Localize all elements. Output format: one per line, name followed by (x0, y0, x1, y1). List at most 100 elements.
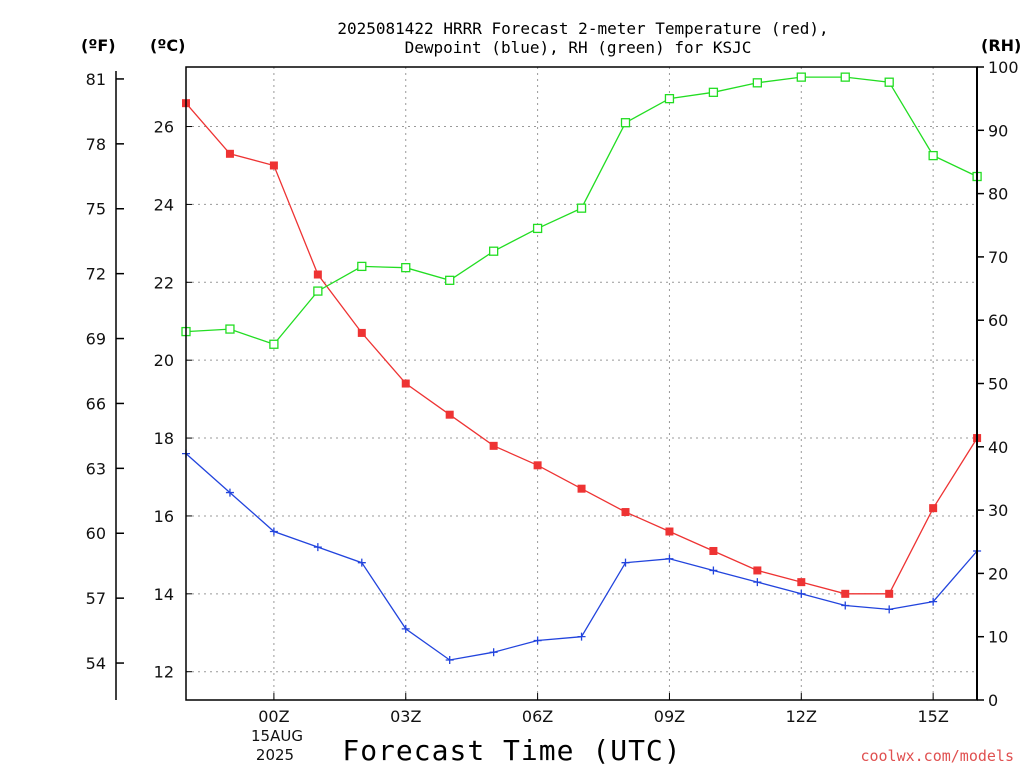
dewpoint-point (533, 636, 542, 645)
fahrenheit-tick-label: 81 (86, 70, 106, 89)
rh-point (401, 263, 411, 273)
temperature-point (313, 270, 322, 279)
grid-layer (186, 67, 977, 700)
temperature-point (753, 566, 762, 575)
rh-point (488, 246, 499, 256)
series-layer (181, 72, 982, 665)
celsius-tick-label: 24 (154, 195, 174, 214)
rh-tick-label: 30 (988, 501, 1008, 520)
dewpoint-line (185, 453, 978, 661)
celsius-tick-label: 12 (154, 663, 174, 682)
fahrenheit-tick-label: 63 (86, 459, 106, 478)
temperature-point (489, 441, 498, 450)
rh-tick-label: 60 (988, 311, 1008, 330)
x-tick-label: 15Z (917, 707, 948, 726)
rh-point (840, 72, 850, 82)
dewpoint-point (841, 601, 850, 610)
fahrenheit-unit-label: (ºF) (81, 36, 116, 55)
temperature-point (841, 589, 850, 598)
rh-point (708, 87, 719, 97)
fahrenheit-tick-label: 72 (86, 265, 106, 284)
dewpoint-point (709, 566, 718, 575)
dewpoint-point (929, 597, 938, 606)
celsius-tick-label: 16 (154, 507, 174, 526)
fahrenheit-tick-label: 69 (86, 330, 106, 349)
x-tick-label: 06Z (522, 707, 553, 726)
dewpoint-point (445, 656, 454, 665)
dewpoint-point (269, 527, 278, 536)
rh-point (796, 72, 806, 82)
x-axis-label: Forecast Time (UTC) (342, 734, 681, 767)
credit-text: coolwx.com/models (860, 747, 1014, 765)
x-axis-date-day: 15AUG (251, 727, 303, 745)
dewpoint-point (621, 558, 630, 567)
celsius-unit-label: (ºC) (150, 36, 185, 55)
rh-point (928, 150, 938, 161)
temperature-line (185, 102, 978, 595)
dewpoint-point (885, 605, 894, 614)
rh-point (620, 118, 631, 128)
temperature-point (577, 484, 586, 493)
rh-tick-label: 70 (988, 248, 1008, 267)
temperature-point (665, 527, 674, 536)
dewpoint-point (665, 554, 674, 563)
rh-point (357, 261, 367, 272)
temperature-point (929, 504, 938, 513)
rh-tick-label: 40 (988, 438, 1008, 457)
fahrenheit-tick-label: 75 (86, 200, 106, 219)
x-tick-label: 12Z (786, 707, 817, 726)
temperature-point (533, 461, 542, 470)
rh-point (269, 339, 279, 349)
plot-frame (185, 66, 978, 701)
fahrenheit-tick-label: 57 (86, 589, 106, 608)
dewpoint-point (577, 632, 586, 641)
temperature-point (621, 508, 630, 517)
dewpoint-point (489, 648, 498, 657)
rh-tick-label: 90 (988, 121, 1008, 140)
rh-tick-label: 20 (988, 564, 1008, 583)
rh-tick-label: 100 (988, 58, 1019, 77)
temperature-point (401, 379, 410, 388)
celsius-tick-label: 18 (154, 429, 174, 448)
chart-title-line1: 2025081422 HRRR Forecast 2-meter Tempera… (337, 19, 828, 38)
x-axis-date-year: 2025 (256, 746, 294, 764)
x-tick-label: 03Z (390, 707, 421, 726)
temperature-point (357, 328, 366, 337)
celsius-tick-label: 26 (154, 118, 174, 137)
celsius-tick-label: 22 (154, 273, 174, 292)
dewpoint-point (753, 578, 762, 587)
rh-point (445, 275, 455, 285)
fahrenheit-tick-label: 66 (86, 394, 106, 413)
dewpoint-point (357, 558, 366, 567)
dewpoint-point (797, 589, 806, 598)
axes-layer: 12 14 16 18 20 22 24 26 00Z 03Z 06Z 09Z 12Z 15Z 54 57 60… (86, 58, 1019, 726)
temperature-point (225, 149, 234, 158)
x-tick-label: 00Z (258, 707, 289, 726)
rh-point (752, 78, 762, 88)
temperature-point (709, 546, 718, 555)
rh-point (664, 94, 675, 104)
rh-tick-label: 0 (988, 691, 998, 710)
dewpoint-point (313, 543, 322, 552)
celsius-tick-label: 20 (154, 351, 174, 370)
x-tick-label: 09Z (654, 707, 685, 726)
fahrenheit-tick-label: 60 (86, 524, 106, 543)
rh-point (225, 324, 235, 334)
rh-point (576, 203, 587, 213)
rh-tick-label: 10 (988, 628, 1008, 647)
rh-tick-label: 50 (988, 375, 1008, 394)
fahrenheit-tick-label: 78 (86, 135, 106, 154)
temperature-point (885, 589, 894, 598)
rh-unit-label: (RH) (981, 36, 1021, 55)
chart-title-line2: Dewpoint (blue), RH (green) for KSJC (405, 38, 752, 57)
dewpoint-point (225, 488, 234, 497)
celsius-tick-label: 14 (154, 585, 174, 604)
rh-point (313, 286, 323, 296)
temperature-point (445, 410, 454, 419)
temperature-point (797, 578, 806, 587)
rh-point (884, 77, 894, 87)
temperature-point (269, 161, 278, 170)
rh-tick-label: 80 (988, 185, 1008, 204)
dewpoint-point (401, 624, 410, 633)
